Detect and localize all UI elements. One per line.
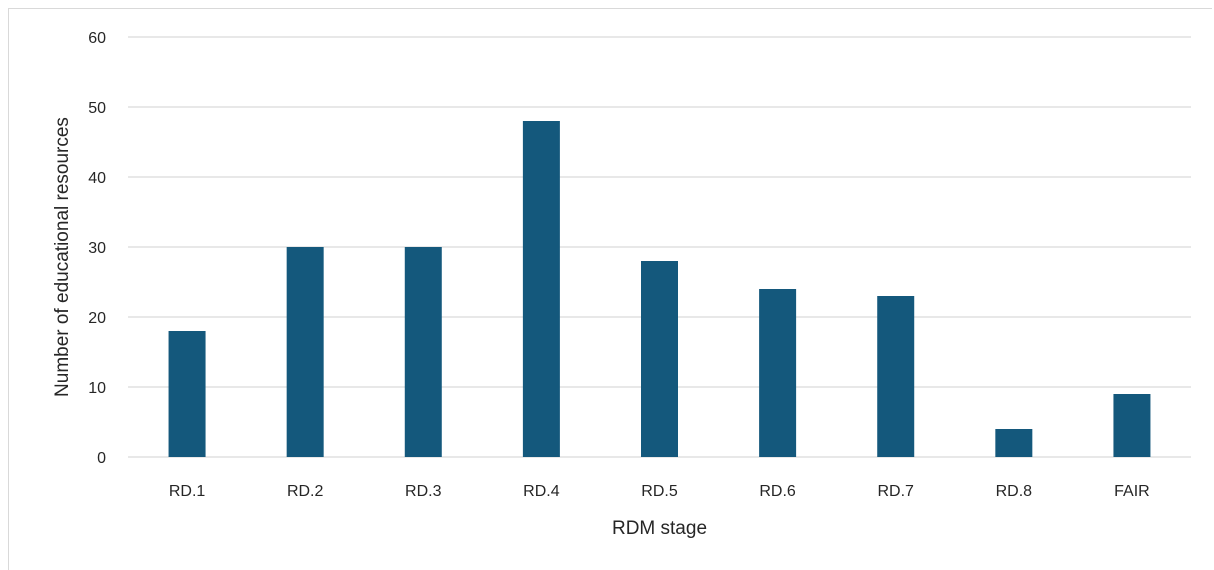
x-tick-labels: RD.1 RD.2 RD.3 RD.4 RD.5 RD.6 RD.7 RD.8 FAIR (169, 483, 1150, 500)
chart-frame (8, 8, 1212, 570)
bar-rd-3 (404, 247, 442, 457)
y-tick-label: 50 (88, 100, 106, 117)
y-tick-label: 20 (88, 310, 106, 327)
bar-rd-5 (641, 261, 678, 457)
y-axis-title: Number of educational resources (52, 117, 73, 397)
x-tick-label: RD.8 (996, 483, 1033, 500)
x-axis-title: RDM stage (612, 518, 707, 539)
x-tick-label: RD.3 (405, 483, 442, 500)
y-tick-label: 0 (97, 450, 106, 467)
y-tick-label: 30 (88, 240, 106, 257)
bar-rd-6 (759, 289, 797, 457)
bars (168, 121, 1151, 457)
y-tick-label: 60 (88, 30, 106, 47)
x-tick-label: RD.7 (877, 483, 914, 500)
y-tick-label: 40 (88, 170, 106, 187)
y-tick-labels: 0 10 20 30 40 50 60 (88, 30, 106, 467)
x-tick-label: RD.1 (169, 483, 206, 500)
y-tick-label: 10 (88, 380, 106, 397)
x-tick-label: FAIR (1114, 483, 1150, 500)
x-tick-label: RD.4 (523, 483, 560, 500)
x-tick-label: RD.6 (759, 483, 796, 500)
bar-fair (1113, 394, 1151, 457)
bar-rd-7 (877, 296, 915, 457)
x-tick-label: RD.5 (641, 483, 678, 500)
bar-rd-2 (286, 247, 324, 457)
bar-rd-8 (995, 429, 1033, 457)
bar-rd-1 (168, 331, 206, 457)
x-tick-label: RD.2 (287, 483, 324, 500)
bar-rd-4 (522, 121, 560, 457)
